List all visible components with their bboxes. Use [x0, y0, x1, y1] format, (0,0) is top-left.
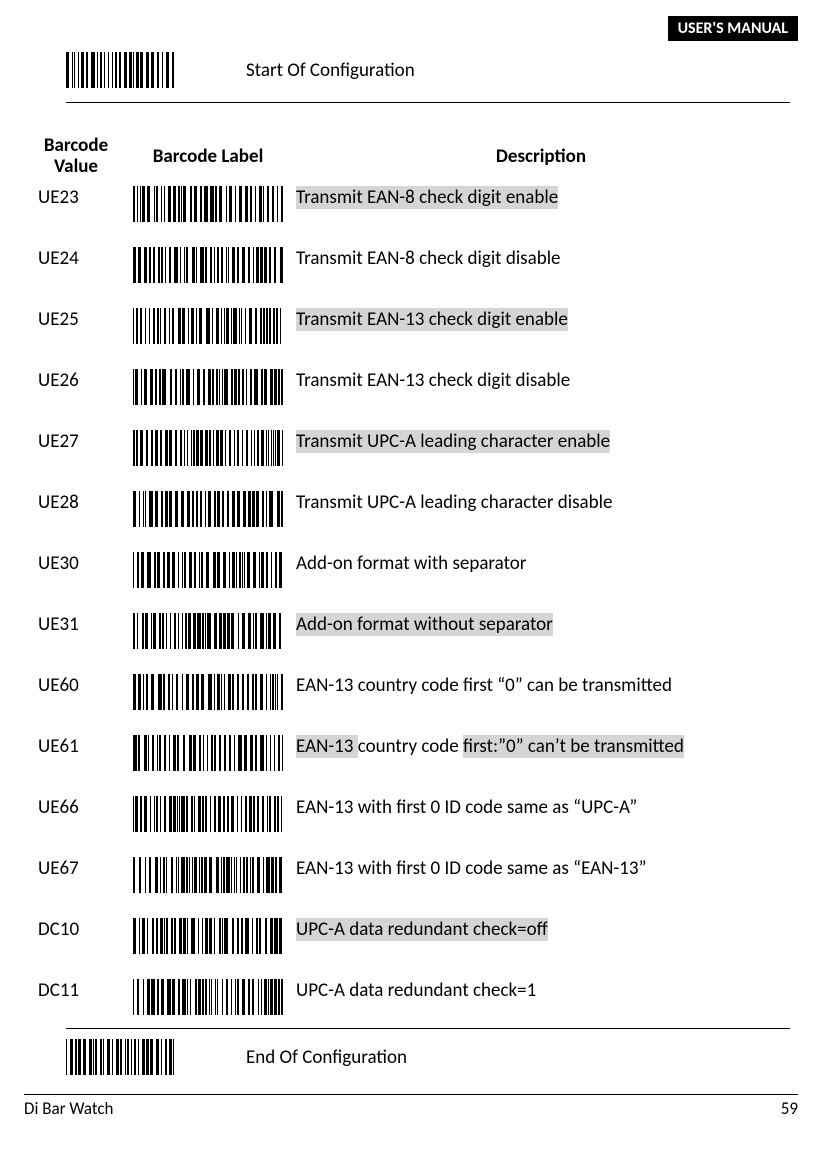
end-barcode-icon — [66, 1039, 174, 1075]
cell-barcode-value: UE25 — [28, 308, 124, 331]
table-row: UE31 Add-on format without separator — [28, 613, 790, 674]
cell-barcode-label — [124, 857, 292, 893]
header-description: Description — [292, 145, 790, 168]
page-footer: Di Bar Watch 59 — [24, 1094, 798, 1119]
footer-left: Di Bar Watch — [24, 1098, 114, 1119]
cell-barcode-value: UE31 — [28, 613, 124, 636]
start-config-label: Start Of Configuration — [246, 59, 415, 82]
cell-barcode-label — [124, 491, 292, 527]
barcode-icon — [133, 491, 283, 527]
cell-barcode-value: DC11 — [28, 979, 124, 1002]
config-table: BarcodeValue Barcode Label Description U… — [28, 136, 790, 1040]
cell-barcode-label — [124, 247, 292, 283]
cell-description: Transmit UPC-A leading character disable — [292, 491, 790, 514]
barcode-icon — [133, 918, 283, 954]
cell-barcode-value: UE30 — [28, 552, 124, 575]
table-row: UE23 Transmit EAN-8 check digit enable — [28, 186, 790, 247]
barcode-icon — [133, 430, 283, 466]
table-row: UE25 Transmit EAN-13 check digit enable — [28, 308, 790, 369]
table-row: UE61 EAN-13 country code first:”0” can’t … — [28, 735, 790, 796]
cell-description: Transmit EAN-13 check digit disable — [292, 369, 790, 392]
cell-barcode-value: UE24 — [28, 247, 124, 270]
cell-description: EAN-13 with first 0 ID code same as “EAN… — [292, 857, 790, 880]
footer-page-number: 59 — [781, 1098, 798, 1119]
cell-barcode-value: UE23 — [28, 186, 124, 209]
barcode-icon — [133, 979, 283, 1015]
cell-description: Add-on format without separator — [292, 613, 790, 636]
start-config-section: Start Of Configuration — [66, 52, 790, 103]
cell-description: Transmit UPC-A leading character enable — [292, 430, 790, 453]
barcode-icon — [133, 369, 283, 405]
cell-description: UPC-A data redundant check=1 — [292, 979, 790, 1002]
barcode-icon — [133, 186, 283, 222]
cell-barcode-value: UE26 — [28, 369, 124, 392]
barcode-icon — [133, 674, 283, 710]
cell-description: EAN-13 with first 0 ID code same as “UPC… — [292, 796, 790, 819]
barcode-icon — [133, 796, 283, 832]
table-row: UE67 EAN-13 with first 0 ID code same as … — [28, 857, 790, 918]
cell-barcode-label — [124, 369, 292, 405]
table-body: UE23Transmit EAN-8 check digit enableUE2… — [28, 186, 790, 1040]
cell-barcode-label — [124, 430, 292, 466]
barcode-icon — [133, 613, 283, 649]
barcode-icon — [133, 308, 283, 344]
table-row: UE60 EAN-13 country code first “0” can be… — [28, 674, 790, 735]
table-row: UE26 Transmit EAN-13 check digit disable — [28, 369, 790, 430]
end-config-label: End Of Configuration — [246, 1046, 407, 1069]
barcode-icon — [133, 735, 283, 771]
cell-description: Transmit EAN-13 check digit enable — [292, 308, 790, 331]
cell-barcode-label — [124, 918, 292, 954]
barcode-icon — [133, 857, 283, 893]
cell-description: Transmit EAN-8 check digit disable — [292, 247, 790, 270]
cell-barcode-value: UE28 — [28, 491, 124, 514]
table-row: UE24 Transmit EAN-8 check digit disable — [28, 247, 790, 308]
cell-barcode-label — [124, 186, 292, 222]
cell-description: Transmit EAN-8 check digit enable — [292, 186, 790, 209]
header-barcode-value: BarcodeValue — [28, 136, 124, 178]
barcode-icon — [133, 247, 283, 283]
cell-barcode-value: UE60 — [28, 674, 124, 697]
table-row: UE27 Transmit UPC-A leading character ena… — [28, 430, 790, 491]
cell-barcode-value: UE66 — [28, 796, 124, 819]
cell-barcode-label — [124, 552, 292, 588]
header-bar: USER'S MANUAL — [668, 16, 798, 41]
table-row: UE28 Transmit UPC-A leading character dis… — [28, 491, 790, 552]
table-header-row: BarcodeValue Barcode Label Description — [28, 136, 790, 178]
cell-description: EAN-13 country code first:”0” can’t be t… — [292, 735, 790, 758]
end-config-section: End Of Configuration — [66, 1028, 790, 1075]
barcode-icon — [133, 552, 283, 588]
header-barcode-label: Barcode Label — [124, 145, 292, 168]
cell-barcode-label — [124, 613, 292, 649]
cell-barcode-label — [124, 796, 292, 832]
cell-barcode-value: UE27 — [28, 430, 124, 453]
table-row: DC10 UPC-A data redundant check=off — [28, 918, 790, 979]
table-row: UE66 EAN-13 with first 0 ID code same as … — [28, 796, 790, 857]
cell-description: UPC-A data redundant check=off — [292, 918, 790, 941]
header-title: USER'S MANUAL — [678, 19, 788, 38]
cell-barcode-label — [124, 735, 292, 771]
cell-barcode-value: DC10 — [28, 918, 124, 941]
cell-barcode-label — [124, 979, 292, 1015]
cell-description: Add-on format with separator — [292, 552, 790, 575]
start-barcode-icon — [66, 52, 174, 88]
cell-barcode-label — [124, 308, 292, 344]
table-row: UE30 Add-on format with separator — [28, 552, 790, 613]
cell-description: EAN-13 country code first “0” can be tra… — [292, 674, 790, 697]
cell-barcode-label — [124, 674, 292, 710]
cell-barcode-value: UE61 — [28, 735, 124, 758]
cell-barcode-value: UE67 — [28, 857, 124, 880]
